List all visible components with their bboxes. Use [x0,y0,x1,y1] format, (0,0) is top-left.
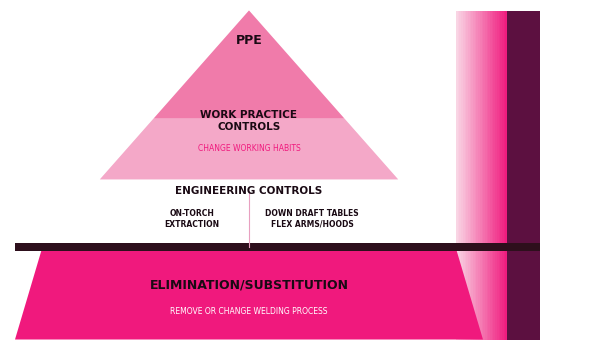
Polygon shape [461,247,463,340]
Polygon shape [472,247,473,340]
Polygon shape [480,10,482,247]
Polygon shape [495,247,497,340]
Polygon shape [505,247,507,340]
Polygon shape [100,10,398,179]
Text: REMOVE OR CHANGE WELDING PROCESS: REMOVE OR CHANGE WELDING PROCESS [170,307,328,316]
Text: ELIMINATION/SUBSTITUTION: ELIMINATION/SUBSTITUTION [149,279,349,292]
Text: ENGINEERING CONTROLS: ENGINEERING CONTROLS [175,186,323,196]
Polygon shape [460,10,461,247]
Polygon shape [475,247,476,340]
Polygon shape [492,247,493,340]
Polygon shape [497,10,499,247]
Polygon shape [492,10,493,247]
Polygon shape [464,247,466,340]
Polygon shape [478,10,480,247]
Polygon shape [507,10,540,340]
Polygon shape [488,10,490,247]
Polygon shape [458,10,460,247]
Polygon shape [463,10,464,247]
Polygon shape [461,10,463,247]
Polygon shape [476,247,478,340]
Polygon shape [488,247,490,340]
Polygon shape [466,10,468,247]
Text: CHANGE WORKING HABITS: CHANGE WORKING HABITS [197,144,301,153]
Polygon shape [482,10,483,247]
Polygon shape [463,247,464,340]
Polygon shape [490,10,492,247]
Polygon shape [497,247,499,340]
Polygon shape [493,247,495,340]
Polygon shape [485,10,487,247]
Polygon shape [500,247,502,340]
Polygon shape [503,247,505,340]
Polygon shape [473,247,475,340]
Text: ON-TORCH
EXTRACTION: ON-TORCH EXTRACTION [164,209,220,229]
Polygon shape [478,247,480,340]
Text: DOWN DRAFT TABLES
FLEX ARMS/HOODS: DOWN DRAFT TABLES FLEX ARMS/HOODS [265,209,359,229]
Polygon shape [502,10,503,247]
Polygon shape [503,10,505,247]
Polygon shape [490,247,492,340]
Polygon shape [493,10,495,247]
Polygon shape [456,10,458,247]
Polygon shape [470,247,472,340]
Polygon shape [480,247,482,340]
Polygon shape [460,247,461,340]
Polygon shape [483,10,485,247]
Polygon shape [458,247,460,340]
Polygon shape [502,247,503,340]
Polygon shape [505,10,507,247]
Polygon shape [482,247,483,340]
Polygon shape [500,10,502,247]
Polygon shape [464,10,466,247]
Polygon shape [483,247,485,340]
Polygon shape [495,10,497,247]
Text: WORK PRACTICE
CONTROLS: WORK PRACTICE CONTROLS [200,110,298,132]
Polygon shape [487,247,488,340]
Text: PPE: PPE [236,34,262,47]
Polygon shape [100,118,398,179]
Polygon shape [499,247,500,340]
Bar [483,243,540,251]
Polygon shape [468,10,470,247]
Polygon shape [473,10,475,247]
Polygon shape [487,10,488,247]
Polygon shape [470,10,472,247]
Polygon shape [499,10,500,247]
Polygon shape [456,247,458,340]
Polygon shape [472,10,473,247]
Polygon shape [468,247,470,340]
Polygon shape [154,10,344,118]
Polygon shape [466,247,468,340]
Polygon shape [485,247,487,340]
Polygon shape [475,10,476,247]
Polygon shape [15,248,483,340]
Polygon shape [476,10,478,247]
Bar [15,243,483,251]
